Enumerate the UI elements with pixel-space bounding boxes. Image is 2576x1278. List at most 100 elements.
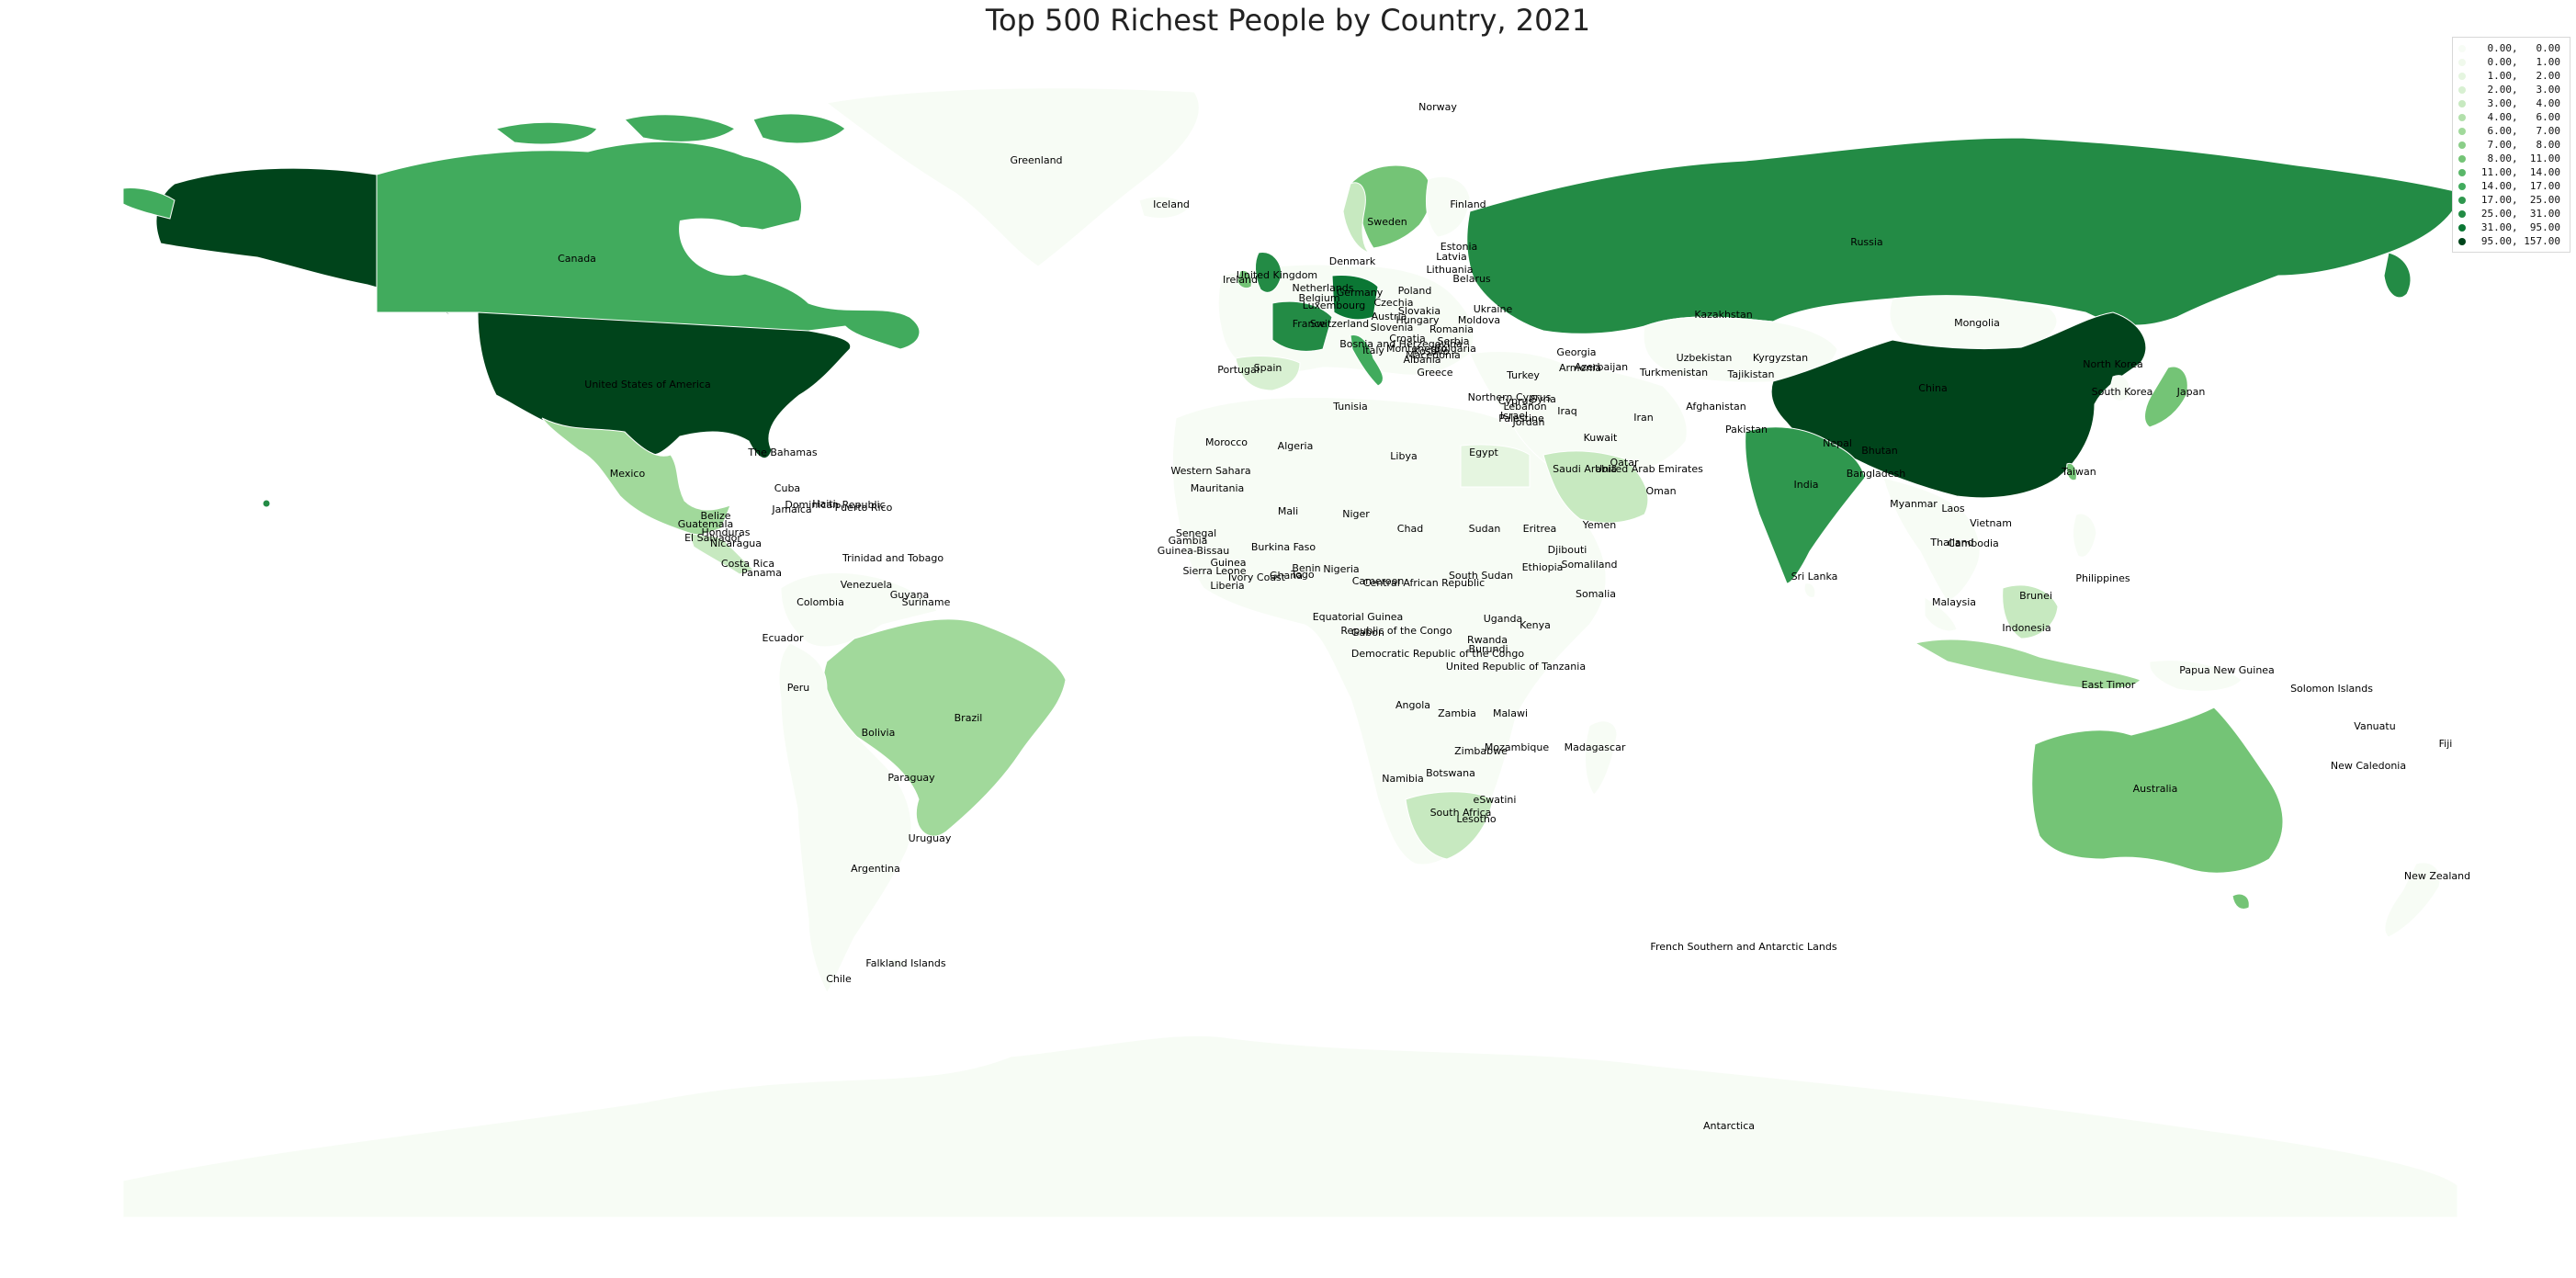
country-label: Indonesia xyxy=(2002,622,2051,634)
country-label: South Africa xyxy=(1430,807,1492,819)
country-label: Egypt xyxy=(1469,447,1498,458)
country-label: Nepal xyxy=(1823,437,1852,449)
country-label: Luxembourg xyxy=(1303,300,1366,311)
country-label: Madagascar xyxy=(1565,741,1626,753)
country-label: Zambia xyxy=(1438,707,1476,719)
country-label: Serbia xyxy=(1437,335,1469,347)
country-label: Guatemala xyxy=(678,518,734,530)
legend-item: 2.00, 3.00 xyxy=(2458,83,2560,96)
legend-label: 4.00, 6.00 xyxy=(2475,111,2560,123)
india-shape xyxy=(1745,426,1866,584)
country-label: Liberia xyxy=(1210,580,1244,592)
country-label: Nicaragua xyxy=(710,537,762,549)
country-label: Belize xyxy=(701,510,731,522)
country-label: Pakistan xyxy=(1725,424,1768,435)
country-label: Ukraine xyxy=(1474,303,1513,315)
country-label: Japan xyxy=(2176,386,2206,398)
country-label: Slovakia xyxy=(1398,305,1441,317)
country-label: Botswana xyxy=(1426,767,1475,779)
country-label: Senegal xyxy=(1176,527,1216,539)
italy-shape xyxy=(1350,334,1384,387)
legend-item: 17.00, 25.00 xyxy=(2458,193,2560,207)
country-label: Vanuatu xyxy=(2354,720,2395,732)
indonesia-shape xyxy=(1914,639,2141,690)
country-label: Sweden xyxy=(1367,216,1407,228)
country-label: Dominican Republic xyxy=(785,499,885,511)
south-africa-shape xyxy=(1405,791,1494,860)
legend-item: 14.00, 17.00 xyxy=(2458,179,2560,193)
legend-label: 8.00, 11.00 xyxy=(2475,153,2560,164)
country-label: Somaliland xyxy=(1561,559,1617,571)
country-label: Macedonia xyxy=(1406,349,1461,361)
country-label: Austria xyxy=(1372,311,1407,322)
country-label: Syria xyxy=(1531,393,1556,405)
country-label: Lesotho xyxy=(1456,813,1496,825)
norway-shape xyxy=(1342,182,1370,254)
country-label: Central African Republic xyxy=(1363,577,1485,589)
finland-shape xyxy=(1425,175,1471,238)
greenland-shape xyxy=(825,87,1200,267)
country-label: Estonia xyxy=(1441,241,1478,253)
germany-shape xyxy=(1331,275,1379,321)
central-america-shape xyxy=(688,532,754,575)
country-label: Jamaica xyxy=(771,503,811,515)
legend-item: 8.00, 11.00 xyxy=(2458,152,2560,165)
country-label: Italy xyxy=(1362,345,1384,356)
country-label: Colombia xyxy=(797,596,844,608)
country-label: Panama xyxy=(741,567,782,579)
country-label: Saudi Arabia xyxy=(1553,463,1617,475)
country-label: Cuba xyxy=(774,482,800,494)
madagascar-shape xyxy=(1585,720,1618,796)
country-label: United Republic of Tanzania xyxy=(1446,661,1586,673)
country-label: Denmark xyxy=(1329,255,1376,267)
country-label: Namibia xyxy=(1382,773,1424,785)
country-label: Northern Cyprus xyxy=(1468,391,1552,403)
country-label: Solomon Islands xyxy=(2290,683,2373,695)
country-label: Germany xyxy=(1337,287,1384,299)
legend-swatch xyxy=(2458,223,2467,232)
legend-swatch xyxy=(2458,141,2467,149)
hudson-bay xyxy=(679,218,763,277)
country-label: Algeria xyxy=(1278,440,1314,452)
country-label: Latvia xyxy=(1436,251,1467,263)
country-label: Cambodia xyxy=(1948,537,1999,549)
country-label: Laos xyxy=(1941,503,1965,515)
legend-label: 11.00, 14.00 xyxy=(2475,166,2560,178)
country-label: Iran xyxy=(1633,412,1654,424)
country-label: Azerbaijan xyxy=(1575,361,1628,373)
southeast-asia-shape xyxy=(1882,477,1981,603)
ireland-shape xyxy=(1237,269,1252,289)
country-label: Zimbabwe xyxy=(1454,745,1508,757)
country-label: Belarus xyxy=(1452,273,1491,285)
country-label: New Caledonia xyxy=(2331,760,2406,772)
legend-label: 7.00, 8.00 xyxy=(2475,139,2560,151)
country-label: El Salvador xyxy=(684,532,741,544)
country-label: Malawi xyxy=(1493,707,1528,719)
country-label: Guyana xyxy=(890,589,929,601)
legend-label: 2.00, 3.00 xyxy=(2475,84,2560,96)
country-label: Montenegro xyxy=(1386,343,1447,355)
country-label: Finland xyxy=(1450,198,1486,210)
legend-swatch xyxy=(2458,196,2467,204)
country-label: Brunei xyxy=(2019,590,2052,602)
country-label: South Korea xyxy=(2092,386,2153,398)
country-label: Kuwait xyxy=(1584,432,1618,444)
country-label: Gabon xyxy=(1351,627,1384,639)
philippines-shape xyxy=(2073,513,2097,558)
spain-shape xyxy=(1235,356,1301,391)
country-label: United Kingdom xyxy=(1237,269,1317,281)
country-label: Australia xyxy=(2133,783,2178,795)
country-label: Morocco xyxy=(1205,436,1248,448)
country-label: Tunisia xyxy=(1332,401,1368,413)
country-label: Uruguay xyxy=(909,832,952,844)
country-label: Greenland xyxy=(1010,154,1062,166)
country-label: Cyprus xyxy=(1498,395,1534,407)
legend-swatch xyxy=(2458,127,2467,135)
legend-swatch xyxy=(2458,99,2467,107)
japan-shape xyxy=(2144,366,2188,428)
country-label: Portugal xyxy=(1217,364,1260,376)
country-label: Mali xyxy=(1278,505,1298,517)
country-label: Myanmar xyxy=(1890,498,1938,510)
new-guinea-shape xyxy=(2149,660,2243,692)
country-label: Mongolia xyxy=(1954,317,2000,329)
